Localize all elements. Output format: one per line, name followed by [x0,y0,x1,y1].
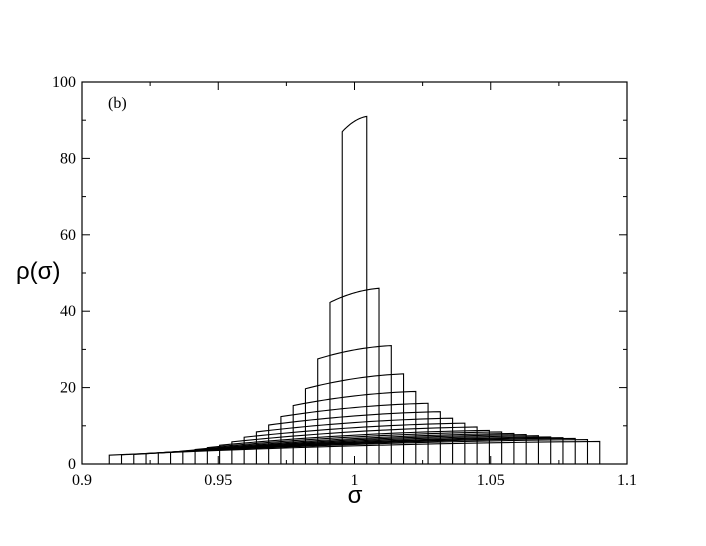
y-tick-label: 0 [68,456,76,473]
x-tick-label: 0.9 [72,472,92,489]
y-tick-label: 80 [60,150,76,167]
x-tick-label: 1.05 [477,472,505,489]
y-axis-title: ρ(σ) [16,258,60,285]
distribution-curve-20 [108,440,601,464]
distribution-curve-6 [280,402,429,464]
distribution-curve-10 [231,426,478,464]
x-tick-label: 0.95 [204,472,232,489]
x-tick-label: 1.1 [617,472,637,489]
y-tick-label: 60 [60,227,76,244]
y-tick-label: 20 [60,380,76,397]
distribution-curve-13 [194,432,515,464]
distribution-curve-3 [317,344,392,464]
y-tick-label: 40 [60,303,76,320]
x-tick-label: 1 [351,472,359,489]
distribution-curve-8 [255,417,454,464]
distribution-curve-2 [329,287,380,464]
panel-label: (b) [108,95,127,112]
distribution-curve-11 [219,429,490,464]
tick-labels: 0.9 0.95 1 1.05 1.1 0 20 40 60 80 100 [52,74,637,489]
series-layer [108,115,601,464]
plot-area-frame [81,81,628,465]
x-axis-title: σ [348,482,363,509]
y-tick-label: 100 [52,74,76,91]
distribution-curve-7 [268,411,441,464]
distribution-curve-9 [243,422,466,464]
axis-ticks [81,81,628,465]
distribution-curve-5 [292,390,417,464]
distribution-curve-12 [206,431,503,464]
distribution-curve-1 [341,115,368,464]
distribution-curve-4 [304,373,405,464]
